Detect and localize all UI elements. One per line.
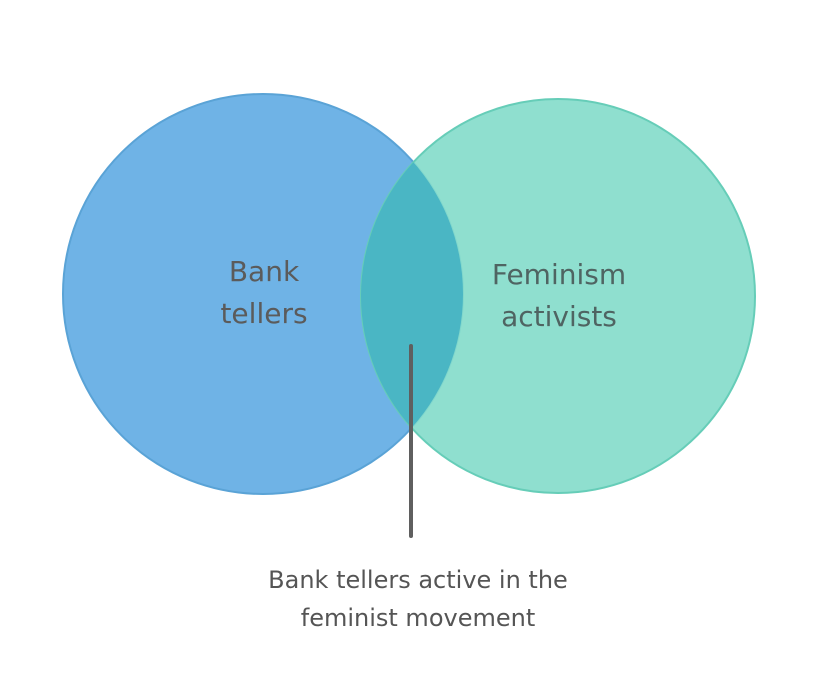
bank-tellers-label: Bank tellers [220,255,308,330]
intersection-caption: Bank tellers active in the feminist move… [268,566,568,632]
feminism-activists-label: Feminism activists [491,258,627,333]
